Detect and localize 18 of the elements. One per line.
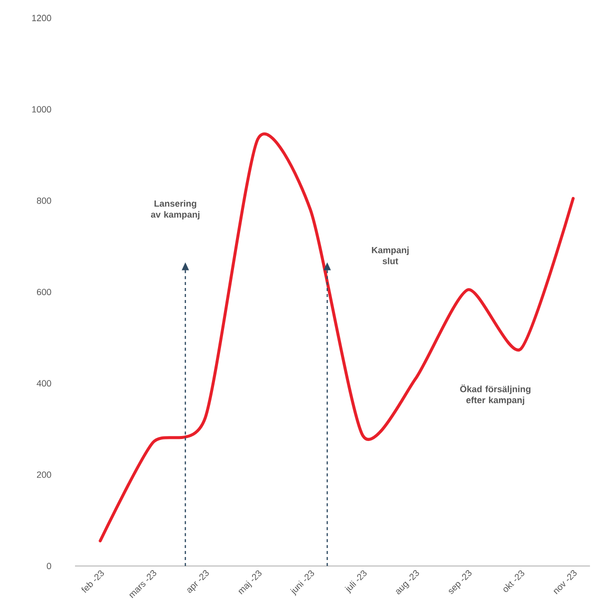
y-tick-label: 400 — [36, 380, 52, 387]
y-tick-label: 0 — [46, 562, 52, 570]
x-tick-label: feb -23 — [81, 570, 104, 593]
x-tick-label: apr -23 — [187, 570, 209, 593]
y-tick-label: 200 — [36, 471, 52, 478]
x-tick-label: juli -23 — [344, 570, 367, 594]
y-tick-label: 800 — [36, 197, 52, 204]
x-tick-label: maj -23 — [238, 570, 262, 594]
annotation: Kampanj slut — [372, 246, 409, 264]
y-tick-label: 600 — [36, 288, 52, 296]
x-tick-label: sep -23 — [448, 570, 472, 594]
x-tick-label: nov -23 — [554, 570, 577, 594]
x-tick-label: okt -23 — [503, 570, 524, 592]
y-tick-label: 1000 — [32, 106, 52, 113]
annotation: Lansering av kampanj — [150, 200, 200, 220]
y-tick-label: 1200 — [32, 14, 52, 22]
annotation: Ökad försäljning efter kampanj — [460, 384, 530, 405]
x-tick-label: aug -23 — [396, 570, 420, 594]
